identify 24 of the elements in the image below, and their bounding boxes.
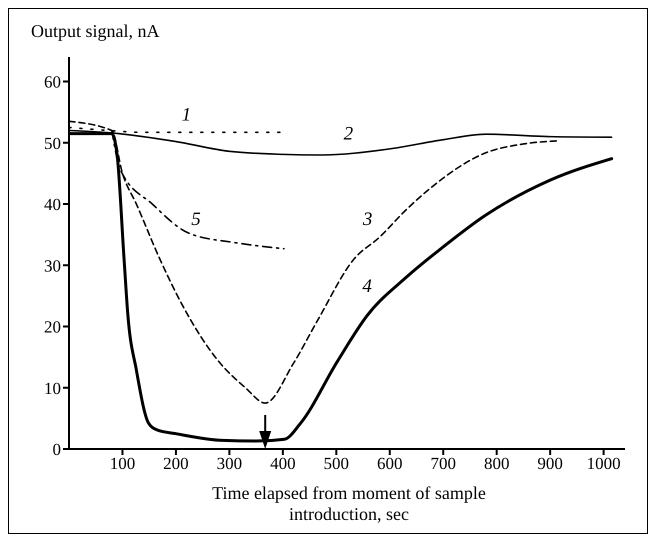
y-tick-label: 40 — [44, 195, 61, 214]
x-tick-label: 300 — [216, 454, 242, 474]
annotation: 4 — [362, 276, 372, 297]
x-tick-label: 500 — [324, 454, 350, 474]
y-tick-label: 60 — [44, 72, 61, 92]
x-axis-title: Time elapsed from moment of sample introduction, sec — [211, 483, 487, 525]
x-tick-label: 400 — [270, 454, 296, 474]
y-tick-label: 10 — [44, 378, 61, 398]
x-tick-label: 600 — [377, 454, 403, 474]
annotation: 1 — [182, 104, 192, 126]
y-tick-label: 20 — [44, 318, 61, 337]
x-tick-label: 200 — [163, 454, 189, 474]
x-tick-label: 800 — [484, 454, 510, 474]
annotation: 3 — [362, 209, 372, 230]
annotation: 2 — [344, 123, 354, 144]
x-tick-label: 700 — [430, 454, 456, 474]
x-tick-label: 900 — [537, 454, 563, 474]
annotation: 5 — [191, 209, 201, 230]
y-tick-label: 50 — [44, 134, 61, 153]
y-tick-label: 30 — [44, 256, 61, 276]
x-tick-label: 100 — [110, 454, 136, 474]
y-tick-label: 0 — [52, 440, 61, 460]
y-axis-title: Output signal, nA — [31, 21, 160, 42]
x-tick-label: 1000 — [586, 454, 621, 474]
